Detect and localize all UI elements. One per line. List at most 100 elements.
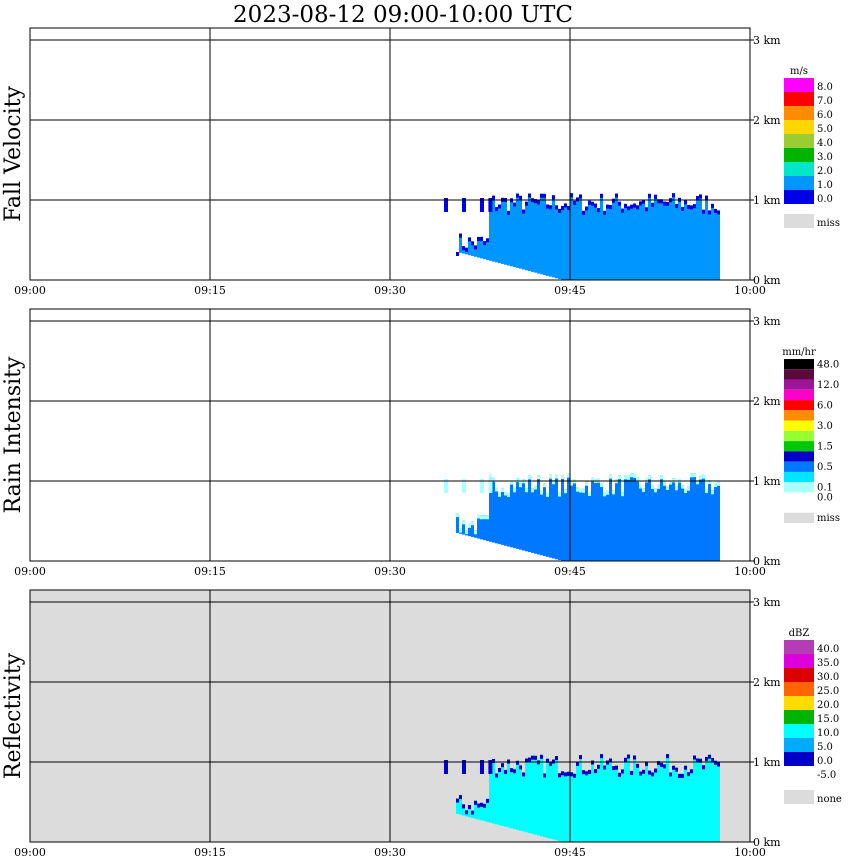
x-tick-label: 10:00 [734,284,766,297]
echo-edge [495,207,498,212]
echo-edge [690,473,693,478]
echo-column [492,477,495,543]
legend-label: 15.0 [817,714,839,725]
echo-column [519,195,522,269]
echo-edge [603,210,606,215]
echo-column [612,766,615,842]
echo-edge [561,206,564,211]
echo-column [696,196,699,280]
echo-edge [465,247,468,252]
echo-column [546,758,549,838]
legend-swatch [784,162,814,176]
echo-column [594,769,597,842]
echo-column [666,754,669,842]
echo-column [504,769,507,827]
y-tick-label: 2 km [753,114,781,127]
echo-edge [501,763,504,768]
echo-edge [651,202,654,207]
echo-edge [525,488,528,493]
echo-edge [516,478,519,483]
legend-label: miss [817,513,840,524]
echo-edge [567,206,570,211]
legend-swatch [784,752,814,766]
legend-label: 5.0 [817,124,833,135]
echo-edge [546,204,549,209]
echo-column [528,193,531,272]
echo-column [489,474,492,542]
echo-edge [459,233,462,238]
x-tick-label: 10:00 [734,565,766,578]
echo-edge [528,475,531,480]
echo-column [702,474,705,561]
x-tick-label: 10:00 [734,846,766,859]
echo-edge [717,481,720,486]
echo-edge [639,771,642,776]
echo-fragment [488,479,493,493]
echo-column [600,483,603,561]
echo-edge [534,755,537,760]
x-tick-label: 09:45 [554,846,586,859]
legend-swatch [784,400,814,411]
legend-swatch [784,471,814,483]
echo-column [702,209,705,280]
echo-column [510,768,513,829]
echo-edge [576,197,579,202]
echo-edge [465,810,468,815]
echo-column [558,492,561,561]
echo-column [516,760,519,830]
legend-label: 0.5 [817,462,833,473]
echo-column [507,210,510,266]
echo-edge [684,200,687,205]
echo-edge [513,202,516,207]
echo-edge [567,771,570,776]
echo-edge [477,514,480,519]
echo-column [684,765,687,842]
legend-swatch [784,214,814,228]
echo-column [474,800,477,819]
legend-swatch [784,430,814,442]
echo-column [540,754,543,837]
plot-frame [29,27,751,281]
echo-column [513,202,516,268]
echo-edge [558,773,561,778]
echo-edge [708,210,711,215]
echo-edge [618,772,621,777]
echo-column [684,200,687,280]
echo-column [612,490,615,561]
legend-swatch [784,176,814,190]
echo-column [699,475,702,561]
echo-edge [636,477,639,482]
echo-column [579,488,582,561]
echo-column [645,761,648,842]
echo-edge [510,480,513,485]
echo-column [531,755,534,834]
legend-swatch [784,682,814,696]
echo-column [672,478,675,561]
echo-column [474,245,477,257]
echo-edge [717,762,720,767]
echo-column [630,473,633,561]
echo-edge [645,207,648,212]
echo-edge [672,193,675,198]
echo-edge [573,773,576,778]
echo-edge [564,489,567,494]
echo-edge [696,196,699,201]
y-tick-label: 0 km [753,274,781,287]
echo-column [525,201,528,271]
echo-column [477,514,480,539]
echo-edge [615,765,618,770]
legend-swatch [784,120,814,134]
echo-edge [618,201,621,206]
echo-edge [579,488,582,493]
x-tick-label: 09:00 [14,284,46,297]
echo-column [489,766,492,823]
echo-edge [456,798,459,803]
echo-edge [708,480,711,485]
x-tick-label: 09:30 [374,284,406,297]
echo-edge [675,486,678,491]
legend-swatch [784,420,814,431]
echo-edge [600,483,603,488]
legend-label: 0.0 [817,194,833,205]
echo-column [663,481,666,561]
legend-swatch [784,359,814,370]
